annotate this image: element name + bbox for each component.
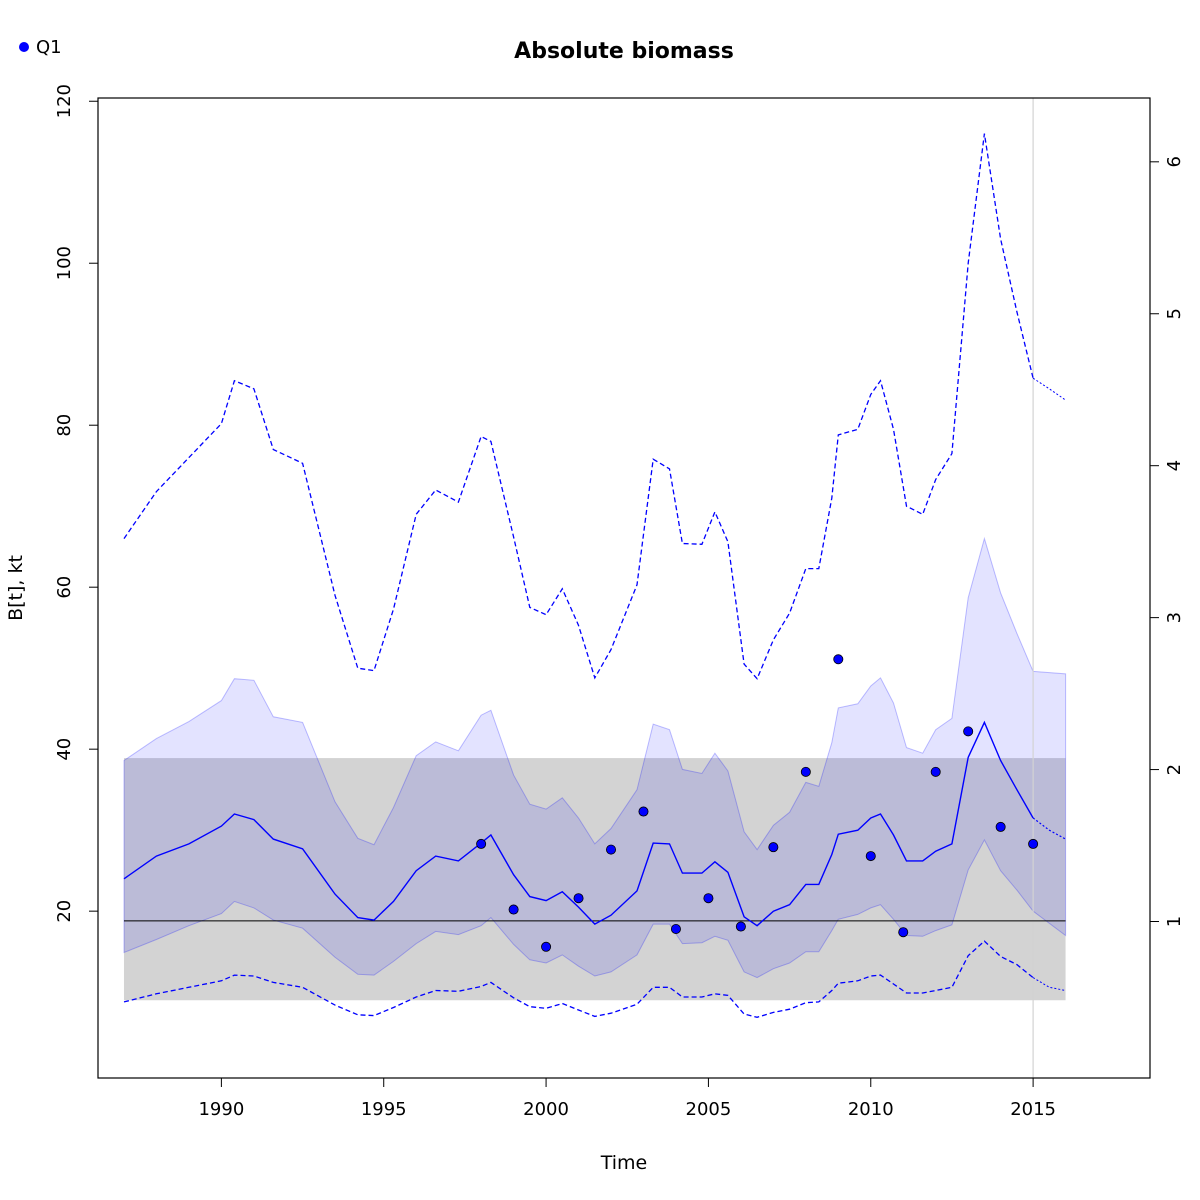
y2-tick-label: 2 bbox=[1164, 764, 1185, 775]
x-tick-label: 1995 bbox=[361, 1099, 407, 1120]
observation-point bbox=[768, 842, 779, 853]
plot-frame bbox=[97, 97, 1151, 1079]
outer-ci-upper-line bbox=[123, 133, 1034, 680]
x-axis-title: Time bbox=[600, 1152, 648, 1174]
observation-point bbox=[573, 893, 584, 904]
reference-band-layer bbox=[123, 758, 1066, 1001]
observation-point bbox=[963, 726, 974, 737]
y-axis-title: B[t], kt bbox=[5, 555, 27, 621]
y-tick-label: 60 bbox=[54, 576, 75, 599]
observation-point bbox=[735, 921, 746, 932]
y-tick-label: 40 bbox=[54, 738, 75, 761]
x-tick-label: 1990 bbox=[198, 1099, 244, 1120]
y2-tick-label: 1 bbox=[1164, 916, 1185, 927]
observation-point-layer bbox=[476, 654, 1039, 952]
chart-title: Absolute biomass bbox=[514, 39, 734, 64]
inner-confidence-band bbox=[123, 536, 1067, 979]
y-axis-right: 1 2 3 4 5 6 bbox=[1150, 156, 1185, 927]
observation-point bbox=[898, 927, 909, 938]
y2-tick-label: 5 bbox=[1164, 308, 1185, 319]
reference-band bbox=[123, 758, 1066, 1001]
series-line-layer bbox=[123, 98, 1066, 1078]
estimate-line bbox=[123, 720, 1034, 927]
y-tick-label: 20 bbox=[54, 900, 75, 923]
observation-point bbox=[476, 838, 487, 849]
x-tick-label: 2015 bbox=[1010, 1099, 1056, 1120]
observation-point bbox=[833, 654, 844, 665]
observation-point bbox=[638, 806, 649, 817]
y2-tick-label: 4 bbox=[1164, 460, 1185, 471]
outer-ci-lower-line bbox=[123, 940, 1034, 1018]
y-tick-label: 80 bbox=[54, 414, 75, 437]
observation-point bbox=[606, 844, 617, 855]
legend-marker-q1 bbox=[19, 42, 29, 52]
x-tick-label: 2010 bbox=[848, 1099, 894, 1120]
observation-point bbox=[800, 766, 811, 777]
x-tick-label: 2005 bbox=[686, 1099, 732, 1120]
observation-point bbox=[995, 821, 1006, 832]
confidence-interval-layer bbox=[123, 536, 1067, 979]
observation-point bbox=[1028, 838, 1039, 849]
y2-tick-label: 3 bbox=[1164, 612, 1185, 623]
x-axis: 1990 1995 2000 2005 2010 2015 bbox=[198, 1078, 1056, 1120]
y2-tick-label: 6 bbox=[1164, 156, 1185, 167]
observation-point bbox=[508, 904, 519, 915]
y-tick-label: 100 bbox=[54, 246, 75, 280]
observation-point bbox=[703, 893, 714, 904]
legend: Q1 bbox=[19, 37, 62, 58]
legend-label-q1: Q1 bbox=[36, 37, 62, 58]
outer-forecast-lower-line bbox=[1032, 977, 1066, 991]
y-tick-label: 120 bbox=[54, 84, 75, 118]
observation-point bbox=[865, 851, 876, 862]
y-axis-left: 20 40 60 80 100 120 bbox=[54, 84, 98, 923]
observation-point bbox=[930, 766, 941, 777]
outer-forecast-upper-line bbox=[1032, 377, 1066, 401]
forecast-line bbox=[1032, 817, 1066, 840]
observation-point bbox=[541, 941, 552, 952]
observation-point bbox=[670, 923, 681, 934]
x-tick-label: 2000 bbox=[523, 1099, 569, 1120]
